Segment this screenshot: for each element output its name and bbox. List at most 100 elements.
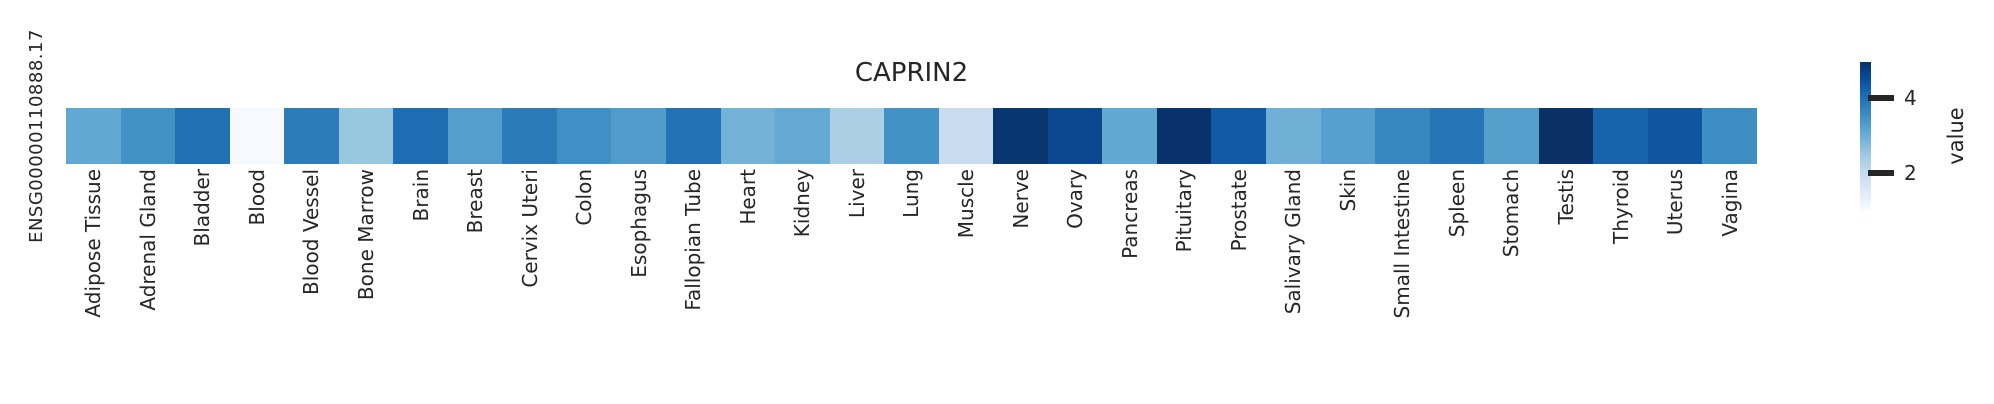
heatmap-cell-brain — [393, 108, 448, 164]
x-tick-label: Uterus — [1663, 169, 1688, 236]
heatmap-cell-kidney — [775, 108, 830, 164]
heatmap-cell-colon — [556, 108, 612, 164]
x-tick-salivary-gland: Salivary Gland — [1266, 169, 1321, 401]
x-tick-blood-vessel: Blood Vessel — [284, 169, 339, 401]
x-tick-liver: Liver — [830, 169, 885, 401]
heatmap-cell-blood-vessel — [284, 108, 339, 164]
x-tick-label: Spleen — [1444, 169, 1469, 238]
heatmap-cell-salivary-gland — [1266, 108, 1321, 164]
x-tick-pancreas: Pancreas — [1102, 169, 1157, 401]
heatmap-cell-bladder — [175, 108, 230, 164]
heatmap-cell-skin — [1320, 108, 1376, 164]
x-tick-lung: Lung — [884, 169, 939, 401]
x-tick-label: Breast — [463, 169, 488, 234]
x-tick-esophagus: Esophagus — [611, 169, 666, 401]
x-tick-label: Muscle — [954, 169, 979, 239]
x-axis-tick-labels: Adipose Tissue Adrenal Gland Bladder Blood B… — [66, 169, 1757, 401]
x-tick-label: Ovary — [1063, 169, 1088, 229]
heatmap-cell-fallopian-tube — [666, 108, 721, 164]
heatmap-cell-esophagus — [611, 108, 667, 164]
x-tick-ovary: Ovary — [1048, 169, 1103, 401]
colorbar-axis-label: value — [1944, 107, 1968, 165]
x-tick-label: Colon — [572, 169, 597, 226]
heatmap-cell-bone-marrow — [338, 108, 394, 164]
colorbar-tick-label: 2 — [1904, 161, 1917, 185]
heatmap-cell-muscle — [938, 108, 994, 164]
x-tick-label: Fallopian Tube — [681, 169, 706, 311]
x-tick-colon: Colon — [557, 169, 612, 401]
x-tick-label: Pituitary — [1172, 169, 1197, 253]
heatmap-cell-pancreas — [1102, 108, 1157, 164]
x-tick-fallopian-tube: Fallopian Tube — [666, 169, 721, 401]
x-tick-label: Vagina — [1717, 169, 1742, 237]
chart-title: CAPRIN2 — [854, 58, 969, 88]
heatmap-cell-stomach — [1484, 108, 1539, 164]
x-tick-blood: Blood — [230, 169, 285, 401]
x-tick-adrenal-gland: Adrenal Gland — [121, 169, 176, 401]
x-tick-cervix-uteri: Cervix Uteri — [502, 169, 557, 401]
x-tick-label: Lung — [899, 169, 924, 218]
x-tick-label: Testis — [1554, 169, 1579, 225]
x-tick-prostate: Prostate — [1211, 169, 1266, 401]
x-tick-label: Kidney — [790, 169, 815, 238]
x-tick-bladder: Bladder — [175, 169, 230, 401]
x-tick-label: Blood Vessel — [299, 169, 324, 295]
x-tick-breast: Breast — [448, 169, 503, 401]
x-tick-label: Adrenal Gland — [135, 169, 160, 311]
x-tick-brain: Brain — [393, 169, 448, 401]
heatmap-cell-prostate — [1211, 108, 1267, 164]
heatmap-cell-liver — [829, 108, 885, 164]
x-tick-muscle: Muscle — [939, 169, 994, 401]
x-tick-adipose-tissue: Adipose Tissue — [66, 169, 121, 401]
x-tick-label: Stomach — [1499, 169, 1524, 258]
x-tick-label: Small Intestine — [1390, 169, 1415, 319]
x-tick-label: Esophagus — [626, 169, 651, 278]
colorbar-tick-label: 4 — [1904, 85, 1917, 110]
x-tick-label: Skin — [1335, 169, 1360, 212]
y-axis-row-label: ENSG00000110888.17 — [26, 29, 47, 243]
heatmap-cell-breast — [447, 108, 503, 164]
heatmap-row — [66, 108, 1757, 164]
x-tick-label: Adipose Tissue — [81, 169, 106, 318]
heatmap-cell-thyroid — [1593, 108, 1648, 164]
heatmap-cell-small-intestine — [1375, 108, 1430, 164]
x-tick-label: Blood — [244, 169, 269, 226]
heatmap-cell-lung — [884, 108, 939, 164]
heatmap-cell-testis — [1538, 108, 1594, 164]
x-tick-label: Nerve — [1008, 169, 1033, 229]
x-tick-nerve: Nerve — [993, 169, 1048, 401]
heatmap-cell-pituitary — [1156, 108, 1212, 164]
x-tick-skin: Skin — [1321, 169, 1376, 401]
heatmap-cell-heart — [720, 108, 776, 164]
heatmap-cell-spleen — [1429, 108, 1485, 164]
heatmap-cell-vagina — [1702, 108, 1757, 164]
heatmap-cell-adipose-tissue — [66, 108, 121, 164]
x-tick-stomach: Stomach — [1484, 169, 1539, 401]
x-tick-bone-marrow: Bone Marrow — [339, 169, 394, 401]
x-tick-kidney: Kidney — [775, 169, 830, 401]
x-tick-label: Salivary Gland — [1281, 169, 1306, 315]
heatmap-cell-nerve — [993, 108, 1048, 164]
x-tick-label: Bladder — [190, 169, 215, 247]
x-tick-label: Liver — [844, 169, 869, 219]
colorbar-tick-mark — [1868, 170, 1894, 176]
x-tick-vagina: Vagina — [1702, 169, 1757, 401]
x-tick-label: Pancreas — [1117, 169, 1142, 259]
x-tick-label: Brain — [408, 169, 433, 222]
heatmap-cell-cervix-uteri — [502, 108, 557, 164]
x-tick-pituitary: Pituitary — [1157, 169, 1212, 401]
x-tick-label: Thyroid — [1608, 169, 1633, 244]
heatmap-cell-uterus — [1647, 108, 1703, 164]
colorbar-tick-mark — [1868, 94, 1894, 101]
x-tick-label: Cervix Uteri — [517, 169, 542, 288]
heatmap-cell-blood — [229, 108, 285, 164]
x-tick-testis: Testis — [1539, 169, 1594, 401]
x-tick-thyroid: Thyroid — [1593, 169, 1648, 401]
x-tick-spleen: Spleen — [1430, 169, 1485, 401]
x-tick-label: Bone Marrow — [354, 169, 378, 301]
colorbar-gradient — [1860, 62, 1871, 210]
x-tick-heart: Heart — [721, 169, 776, 401]
x-tick-small-intestine: Small Intestine — [1375, 169, 1430, 401]
heatmap-cell-adrenal-gland — [120, 108, 176, 164]
